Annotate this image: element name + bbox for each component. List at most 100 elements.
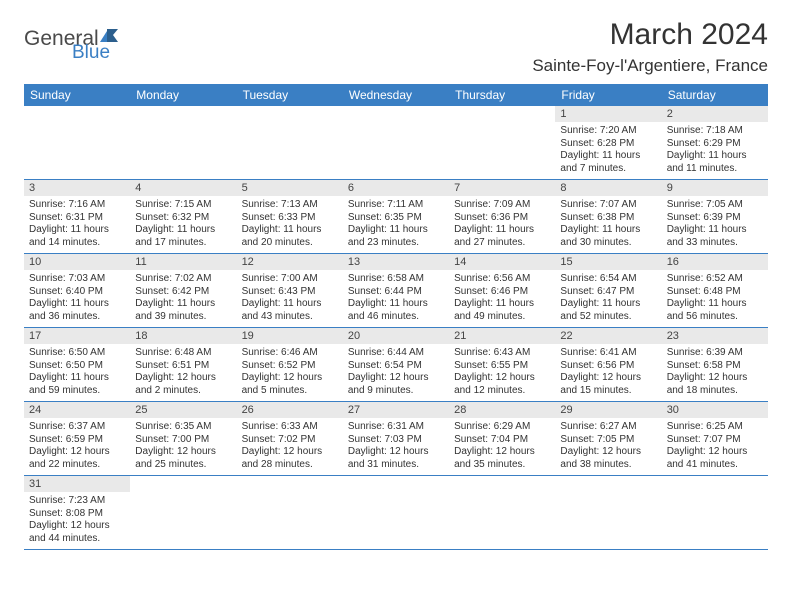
calendar-cell: 23Sunrise: 6:39 AMSunset: 6:58 PMDayligh… — [662, 328, 768, 402]
day-number: 13 — [343, 254, 449, 270]
header: GeneralBlue March 2024 Sainte-Foy-l'Arge… — [24, 18, 768, 76]
sunset-line: Sunset: 6:51 PM — [135, 360, 231, 373]
day-info: Sunrise: 6:44 AMSunset: 6:54 PMDaylight:… — [343, 344, 449, 401]
calendar-cell — [130, 106, 236, 180]
day-info: Sunrise: 7:13 AMSunset: 6:33 PMDaylight:… — [237, 196, 343, 253]
calendar-cell: 24Sunrise: 6:37 AMSunset: 6:59 PMDayligh… — [24, 402, 130, 476]
day-info: Sunrise: 6:27 AMSunset: 7:05 PMDaylight:… — [555, 418, 661, 475]
sunset-line: Sunset: 6:43 PM — [242, 286, 338, 299]
day-number: 14 — [449, 254, 555, 270]
day-info: Sunrise: 7:00 AMSunset: 6:43 PMDaylight:… — [237, 270, 343, 327]
calendar-cell: 17Sunrise: 6:50 AMSunset: 6:50 PMDayligh… — [24, 328, 130, 402]
day-number: 19 — [237, 328, 343, 344]
day-number: 8 — [555, 180, 661, 196]
sunrise-line: Sunrise: 7:18 AM — [667, 125, 763, 138]
sunset-line: Sunset: 6:54 PM — [348, 360, 444, 373]
day-number: 27 — [343, 402, 449, 418]
sunset-line: Sunset: 6:35 PM — [348, 212, 444, 225]
sunrise-line: Sunrise: 6:37 AM — [29, 421, 125, 434]
sunrise-line: Sunrise: 6:58 AM — [348, 273, 444, 286]
sunset-line: Sunset: 7:03 PM — [348, 434, 444, 447]
daylight-line: Daylight: 12 hours and 31 minutes. — [348, 446, 444, 471]
calendar-cell — [343, 476, 449, 550]
day-info: Sunrise: 7:02 AMSunset: 6:42 PMDaylight:… — [130, 270, 236, 327]
daylight-line: Daylight: 11 hours and 36 minutes. — [29, 298, 125, 323]
day-number: 3 — [24, 180, 130, 196]
sunrise-line: Sunrise: 6:50 AM — [29, 347, 125, 360]
daylight-line: Daylight: 11 hours and 46 minutes. — [348, 298, 444, 323]
sunset-line: Sunset: 7:04 PM — [454, 434, 550, 447]
day-info: Sunrise: 6:37 AMSunset: 6:59 PMDaylight:… — [24, 418, 130, 475]
sunset-line: Sunset: 6:50 PM — [29, 360, 125, 373]
logo-text-blue: Blue — [72, 42, 110, 63]
daylight-line: Daylight: 12 hours and 28 minutes. — [242, 446, 338, 471]
calendar-cell: 11Sunrise: 7:02 AMSunset: 6:42 PMDayligh… — [130, 254, 236, 328]
sunset-line: Sunset: 6:28 PM — [560, 138, 656, 151]
day-number: 26 — [237, 402, 343, 418]
day-info: Sunrise: 7:18 AMSunset: 6:29 PMDaylight:… — [662, 122, 768, 179]
calendar-cell: 18Sunrise: 6:48 AMSunset: 6:51 PMDayligh… — [130, 328, 236, 402]
day-number: 11 — [130, 254, 236, 270]
daylight-line: Daylight: 12 hours and 15 minutes. — [560, 372, 656, 397]
daylight-line: Daylight: 12 hours and 25 minutes. — [135, 446, 231, 471]
calendar-cell: 3Sunrise: 7:16 AMSunset: 6:31 PMDaylight… — [24, 180, 130, 254]
calendar-cell — [237, 106, 343, 180]
sunset-line: Sunset: 6:56 PM — [560, 360, 656, 373]
sunset-line: Sunset: 7:02 PM — [242, 434, 338, 447]
sunrise-line: Sunrise: 7:23 AM — [29, 495, 125, 508]
sunrise-line: Sunrise: 6:48 AM — [135, 347, 231, 360]
daylight-line: Daylight: 11 hours and 11 minutes. — [667, 150, 763, 175]
day-info: Sunrise: 7:05 AMSunset: 6:39 PMDaylight:… — [662, 196, 768, 253]
calendar-cell: 19Sunrise: 6:46 AMSunset: 6:52 PMDayligh… — [237, 328, 343, 402]
daylight-line: Daylight: 12 hours and 9 minutes. — [348, 372, 444, 397]
sunrise-line: Sunrise: 7:00 AM — [242, 273, 338, 286]
daylight-line: Daylight: 12 hours and 12 minutes. — [454, 372, 550, 397]
daylight-line: Daylight: 11 hours and 56 minutes. — [667, 298, 763, 323]
day-info: Sunrise: 6:56 AMSunset: 6:46 PMDaylight:… — [449, 270, 555, 327]
sunrise-line: Sunrise: 7:16 AM — [29, 199, 125, 212]
weekday-header: Friday — [555, 84, 661, 106]
weekday-header: Sunday — [24, 84, 130, 106]
day-info: Sunrise: 6:41 AMSunset: 6:56 PMDaylight:… — [555, 344, 661, 401]
sunrise-line: Sunrise: 7:13 AM — [242, 199, 338, 212]
day-info: Sunrise: 7:07 AMSunset: 6:38 PMDaylight:… — [555, 196, 661, 253]
sunset-line: Sunset: 6:58 PM — [667, 360, 763, 373]
day-info: Sunrise: 7:03 AMSunset: 6:40 PMDaylight:… — [24, 270, 130, 327]
day-number: 31 — [24, 476, 130, 492]
sunset-line: Sunset: 6:38 PM — [560, 212, 656, 225]
calendar-cell: 31Sunrise: 7:23 AMSunset: 8:08 PMDayligh… — [24, 476, 130, 550]
sunset-line: Sunset: 6:32 PM — [135, 212, 231, 225]
day-number: 20 — [343, 328, 449, 344]
day-number: 18 — [130, 328, 236, 344]
calendar-cell — [662, 476, 768, 550]
day-info: Sunrise: 7:20 AMSunset: 6:28 PMDaylight:… — [555, 122, 661, 179]
calendar-cell: 6Sunrise: 7:11 AMSunset: 6:35 PMDaylight… — [343, 180, 449, 254]
day-info: Sunrise: 6:48 AMSunset: 6:51 PMDaylight:… — [130, 344, 236, 401]
sunrise-line: Sunrise: 7:15 AM — [135, 199, 231, 212]
day-number: 10 — [24, 254, 130, 270]
location: Sainte-Foy-l'Argentiere, France — [532, 56, 768, 76]
weekday-header: Monday — [130, 84, 236, 106]
day-info: Sunrise: 6:43 AMSunset: 6:55 PMDaylight:… — [449, 344, 555, 401]
day-number: 7 — [449, 180, 555, 196]
calendar-head: SundayMondayTuesdayWednesdayThursdayFrid… — [24, 84, 768, 106]
sunrise-line: Sunrise: 6:56 AM — [454, 273, 550, 286]
day-number: 21 — [449, 328, 555, 344]
day-info: Sunrise: 7:23 AMSunset: 8:08 PMDaylight:… — [24, 492, 130, 549]
sunrise-line: Sunrise: 7:07 AM — [560, 199, 656, 212]
calendar-cell: 2Sunrise: 7:18 AMSunset: 6:29 PMDaylight… — [662, 106, 768, 180]
sunrise-line: Sunrise: 6:39 AM — [667, 347, 763, 360]
calendar-cell: 10Sunrise: 7:03 AMSunset: 6:40 PMDayligh… — [24, 254, 130, 328]
calendar-cell — [449, 476, 555, 550]
calendar-cell: 1Sunrise: 7:20 AMSunset: 6:28 PMDaylight… — [555, 106, 661, 180]
daylight-line: Daylight: 11 hours and 43 minutes. — [242, 298, 338, 323]
sunrise-line: Sunrise: 6:35 AM — [135, 421, 231, 434]
calendar-cell: 5Sunrise: 7:13 AMSunset: 6:33 PMDaylight… — [237, 180, 343, 254]
calendar-cell: 8Sunrise: 7:07 AMSunset: 6:38 PMDaylight… — [555, 180, 661, 254]
sunrise-line: Sunrise: 7:05 AM — [667, 199, 763, 212]
calendar-cell: 9Sunrise: 7:05 AMSunset: 6:39 PMDaylight… — [662, 180, 768, 254]
daylight-line: Daylight: 11 hours and 52 minutes. — [560, 298, 656, 323]
daylight-line: Daylight: 11 hours and 59 minutes. — [29, 372, 125, 397]
day-number: 5 — [237, 180, 343, 196]
day-info: Sunrise: 6:39 AMSunset: 6:58 PMDaylight:… — [662, 344, 768, 401]
